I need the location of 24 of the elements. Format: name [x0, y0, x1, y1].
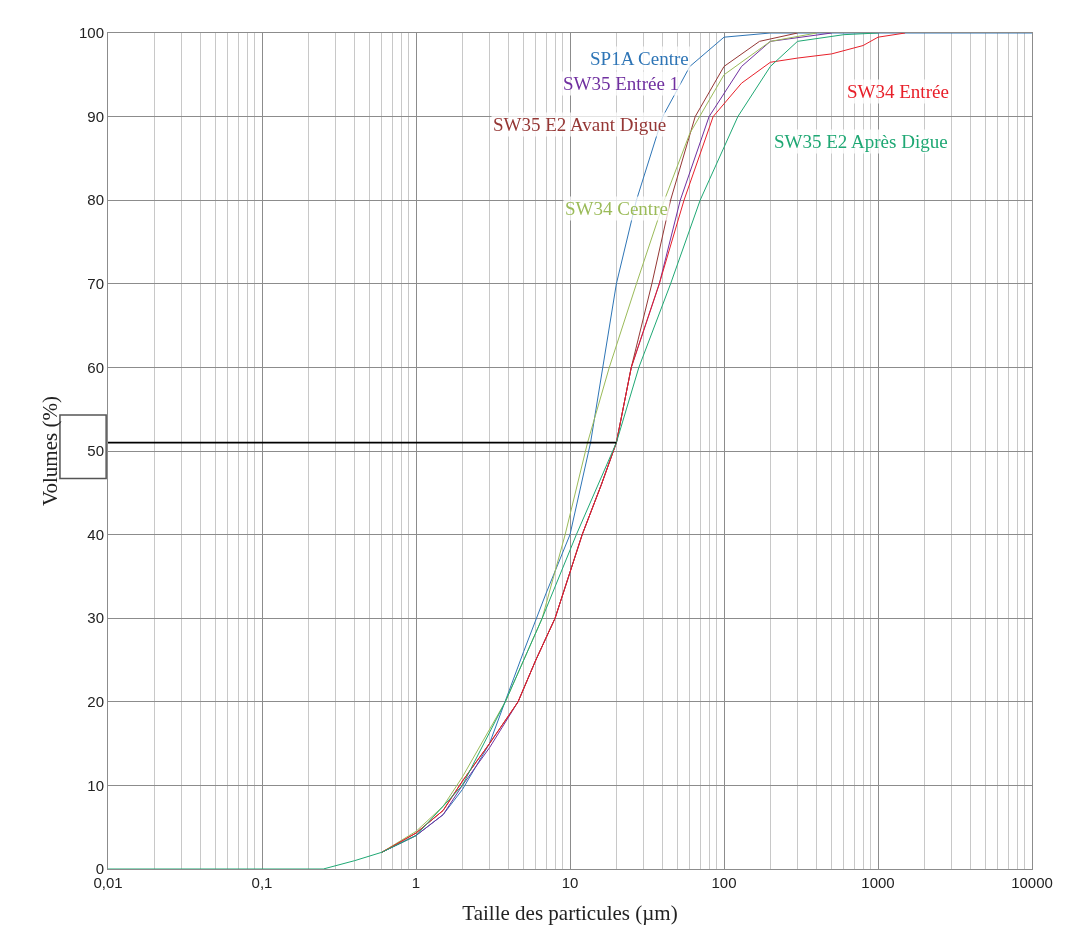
y-tick-label: 30: [87, 609, 104, 627]
x-tick-label: 100: [711, 874, 737, 891]
y-tick-label: 40: [87, 525, 104, 543]
x-tick-label: 1000: [861, 874, 895, 891]
y-tick-label: 70: [87, 275, 104, 293]
y-tick-label: 20: [87, 693, 104, 711]
x-tick-label: 0,1: [251, 874, 273, 891]
y-tick-label: 10: [87, 776, 104, 794]
y-tick-label: 100: [78, 24, 104, 42]
text: SW35 E2 Après Digue: [774, 131, 948, 152]
y-tick-label: 50: [87, 442, 104, 460]
series-label: SP1A Centre: [590, 48, 689, 69]
x-axis-title: Taille des particules (µm): [462, 901, 678, 926]
y-axis-title: Volumes (%): [38, 396, 63, 506]
series-label: SW35 E2 Avant Digue: [493, 114, 667, 135]
series-label: SW34 Centre: [565, 198, 668, 219]
series-label: SW35 Entrée 1: [563, 73, 680, 94]
series-label: SW34 Entrée: [847, 81, 949, 102]
x-tick-label: 1: [411, 874, 421, 891]
y-tick-label: 60: [87, 358, 104, 376]
y-tick-label: 90: [87, 107, 104, 125]
x-tick-label: 10000: [1011, 874, 1053, 891]
x-tick-label: 10: [561, 874, 579, 891]
y-tick-label: 80: [87, 191, 104, 209]
